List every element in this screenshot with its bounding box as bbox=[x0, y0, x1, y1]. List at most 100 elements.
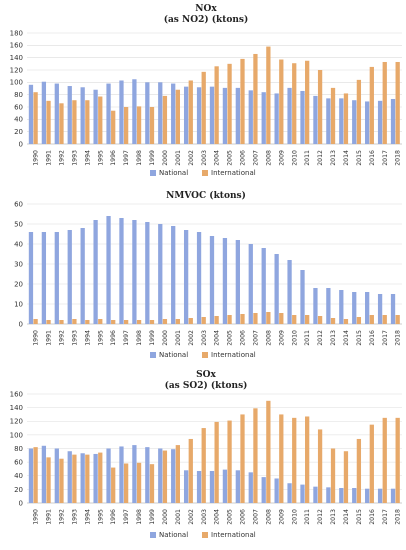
international-bar bbox=[85, 320, 90, 324]
international-bar bbox=[369, 66, 374, 144]
legend-swatch bbox=[150, 170, 156, 176]
y-tick-label: 0 bbox=[19, 499, 23, 507]
x-tick-label: 1994 bbox=[84, 330, 91, 346]
x-tick-label: 1995 bbox=[97, 509, 104, 525]
national-bar bbox=[183, 470, 189, 503]
national-bar bbox=[196, 470, 202, 503]
national-bar bbox=[390, 488, 396, 503]
x-tick-label: 2006 bbox=[240, 509, 247, 525]
national-bar bbox=[132, 445, 137, 503]
x-tick-label: 1998 bbox=[136, 509, 143, 525]
x-tick-label: 1993 bbox=[71, 509, 78, 525]
x-tick-label: 1999 bbox=[149, 150, 156, 166]
x-tick-label: 2012 bbox=[317, 330, 324, 346]
national-bar bbox=[28, 448, 34, 503]
international-bar bbox=[305, 416, 310, 503]
international-bar bbox=[382, 417, 387, 503]
national-bar bbox=[67, 230, 72, 324]
y-tick-label: 100 bbox=[10, 79, 23, 87]
national-bar bbox=[80, 228, 85, 324]
x-tick-label: 1990 bbox=[33, 509, 40, 525]
x-tick-label: 2001 bbox=[175, 150, 182, 166]
national-bar bbox=[235, 470, 240, 503]
international-bar bbox=[317, 70, 323, 144]
x-tick-label: 2012 bbox=[317, 509, 324, 525]
national-bar bbox=[93, 220, 98, 324]
international-bar bbox=[240, 314, 245, 324]
international-bar bbox=[149, 107, 155, 144]
national-bar bbox=[300, 270, 305, 324]
y-tick-label: 100 bbox=[10, 431, 23, 439]
legend: National International bbox=[150, 169, 256, 177]
national-bar bbox=[80, 453, 85, 503]
national-bar bbox=[132, 79, 137, 144]
international-bar bbox=[395, 315, 400, 324]
international-bar bbox=[175, 445, 180, 503]
x-tick-label: 2007 bbox=[252, 330, 259, 346]
y-tick-label: 140 bbox=[10, 404, 23, 412]
national-bar bbox=[106, 448, 111, 503]
x-tick-label: 2002 bbox=[188, 330, 195, 346]
international-bar bbox=[240, 414, 245, 503]
international-bar bbox=[46, 100, 51, 144]
y-tick-label: 180 bbox=[10, 29, 23, 37]
national-bar bbox=[390, 98, 396, 144]
international-bar bbox=[356, 438, 362, 503]
national-bar bbox=[54, 83, 59, 144]
y-tick-label: 160 bbox=[10, 390, 23, 398]
gridlines bbox=[27, 203, 402, 325]
national-bar bbox=[365, 488, 370, 503]
international-bar bbox=[136, 106, 142, 144]
national-bar bbox=[300, 90, 305, 144]
national-bar bbox=[339, 488, 344, 503]
x-tick-label: 1996 bbox=[110, 150, 117, 166]
international-bar bbox=[72, 319, 77, 324]
y-tick-label: 60 bbox=[14, 459, 23, 467]
international-bar bbox=[227, 63, 232, 145]
international-bar bbox=[123, 320, 129, 324]
national-bar bbox=[54, 448, 59, 503]
national-bar bbox=[326, 98, 331, 144]
y-tick-label: 60 bbox=[14, 200, 23, 208]
international-bar bbox=[382, 61, 387, 144]
national-bar bbox=[313, 486, 318, 503]
international-bar bbox=[330, 448, 336, 503]
x-tick-label: 2012 bbox=[317, 150, 324, 166]
national-bar bbox=[339, 98, 344, 144]
x-tick-label: 2015 bbox=[356, 150, 363, 166]
national-bar bbox=[80, 87, 85, 144]
national-bar bbox=[106, 216, 111, 324]
national-bar bbox=[235, 240, 240, 324]
x-tick-label: 1992 bbox=[59, 150, 66, 166]
x-tick-label: 1992 bbox=[59, 509, 66, 525]
x-tick-label: 2016 bbox=[369, 330, 376, 346]
national-bar bbox=[41, 445, 47, 503]
international-bar bbox=[123, 463, 129, 503]
national-bar bbox=[158, 224, 163, 324]
y-tick-label: 50 bbox=[14, 220, 23, 228]
x-tick-label: 2000 bbox=[162, 150, 169, 166]
international-bar bbox=[227, 315, 232, 324]
international-bar bbox=[369, 424, 374, 503]
legend-label: International bbox=[211, 531, 256, 539]
x-tick-label: 2017 bbox=[382, 150, 389, 166]
national-bar bbox=[119, 80, 124, 144]
legend-label: National bbox=[159, 531, 188, 539]
international-bar bbox=[292, 315, 297, 324]
international-bar bbox=[317, 316, 323, 324]
international-bar bbox=[188, 318, 193, 324]
international-bar bbox=[330, 87, 336, 144]
national-bar bbox=[54, 232, 59, 324]
x-tick-label: 2014 bbox=[343, 330, 350, 346]
international-bar bbox=[343, 319, 349, 324]
international-bar bbox=[98, 319, 103, 324]
national-bar bbox=[183, 230, 189, 324]
x-tick-label: 2005 bbox=[227, 509, 234, 525]
y-tick-label: 40 bbox=[14, 472, 23, 480]
international-bar bbox=[253, 408, 258, 503]
international-bar bbox=[253, 53, 258, 144]
national-bar bbox=[248, 244, 253, 324]
national-bar bbox=[28, 84, 34, 144]
international-bar bbox=[214, 316, 219, 324]
x-tick-label: 2017 bbox=[382, 330, 389, 346]
